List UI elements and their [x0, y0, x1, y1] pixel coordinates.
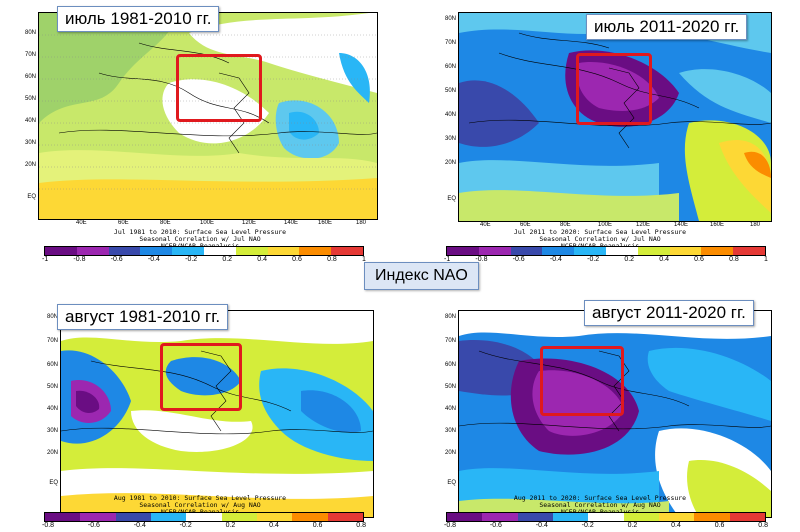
- panel-title: июль 1981-2010 гг.: [57, 6, 220, 32]
- colorbar: [446, 512, 766, 522]
- focus-region-box: [176, 54, 262, 122]
- panel-aug-1981: август 1981-2010 гг. Aug 1981 to 2010: S…: [0, 266, 400, 532]
- correlation-map: [60, 310, 374, 518]
- panel-jul-1981: июль 1981-2010 гг.: [0, 0, 400, 266]
- focus-region-box: [160, 343, 242, 411]
- colorbar-ticks: -0.8 -0.6 -0.4 -0.2 0.2 0.4 0.6 0.8: [42, 522, 366, 529]
- focus-region-box: [540, 346, 624, 416]
- colorbar: [44, 246, 364, 256]
- panel-title: июль 2011-2020 гг.: [586, 14, 748, 40]
- correlation-map: [38, 12, 378, 220]
- correlation-map: [458, 12, 772, 222]
- colorbar: [446, 246, 766, 256]
- panel-title: август 2011-2020 гг.: [584, 300, 754, 326]
- colorbar-ticks: -1 -0.8 -0.6 -0.4 -0.2 0.2 0.4 0.6 0.8 1: [444, 256, 768, 263]
- focus-region-box: [576, 53, 652, 125]
- colorbar-ticks: -1 -0.8 -0.6 -0.4 -0.2 0.2 0.4 0.6 0.8 1: [42, 256, 366, 263]
- panel-jul-2011: июль 2011-2020 гг. Jul 2011 to 2020: Sur…: [400, 0, 800, 266]
- panel-title: август 1981-2010 гг.: [57, 304, 229, 330]
- panel-aug-2011: август 2011-2020 гг. Aug 2011 to 2020: S…: [400, 266, 800, 532]
- colorbar-ticks: -0.8 -0.6 -0.4 -0.2 0.2 0.4 0.6 0.8: [444, 522, 768, 529]
- nao-index-label: Индекс NAO: [364, 262, 479, 290]
- colorbar: [44, 512, 364, 522]
